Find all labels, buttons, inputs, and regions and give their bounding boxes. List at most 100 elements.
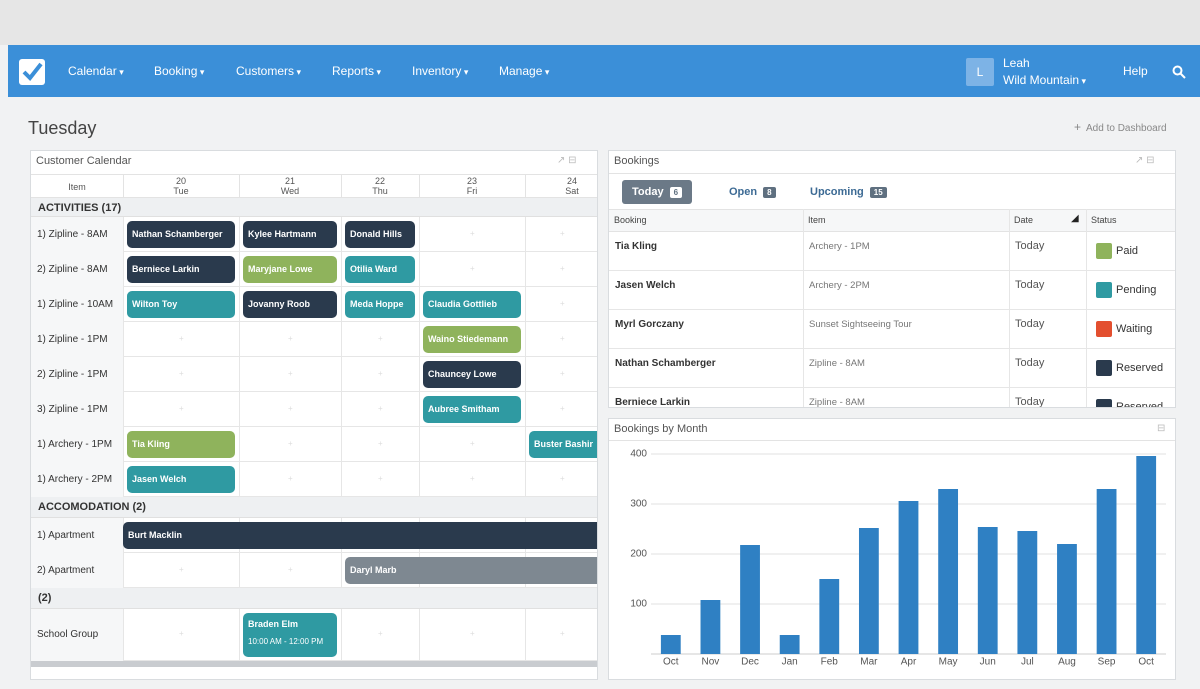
booking-date: Today bbox=[1015, 279, 1045, 291]
empty-slot[interactable]: + bbox=[288, 403, 293, 413]
group-header bbox=[31, 497, 597, 518]
empty-slot[interactable]: + bbox=[560, 473, 565, 483]
empty-slot[interactable]: + bbox=[378, 473, 383, 483]
booking-chip[interactable]: Donald Hills bbox=[345, 221, 415, 248]
booking-chip[interactable]: Burt Macklin bbox=[123, 522, 597, 549]
empty-slot[interactable]: + bbox=[378, 438, 383, 448]
user-org[interactable]: Wild Mountain bbox=[1003, 73, 1086, 87]
empty-slot[interactable]: + bbox=[179, 629, 184, 638]
nav-item[interactable]: Manage bbox=[499, 64, 549, 78]
panel-icons[interactable]: ↗ ⊟ bbox=[1135, 155, 1155, 166]
booking-chip[interactable]: Meda Hoppe bbox=[345, 291, 415, 318]
booking-chip[interactable]: Nathan Schamberger bbox=[127, 221, 235, 248]
empty-slot[interactable]: + bbox=[470, 438, 475, 448]
sort-icon: ◢ bbox=[1071, 213, 1079, 224]
nav-item[interactable]: Reports bbox=[332, 64, 381, 78]
nav-item[interactable]: Calendar bbox=[68, 64, 124, 78]
booking-chip[interactable]: Kylee Hartmann bbox=[243, 221, 337, 248]
empty-slot[interactable]: + bbox=[378, 403, 383, 413]
row bbox=[31, 609, 597, 661]
tab[interactable]: Open 8 bbox=[719, 180, 786, 204]
panel-icons[interactable]: ⊟ bbox=[1157, 423, 1166, 434]
empty-slot[interactable]: + bbox=[179, 564, 184, 574]
column-header[interactable]: Booking bbox=[614, 215, 647, 225]
empty-slot[interactable]: + bbox=[560, 333, 565, 343]
empty-slot[interactable]: + bbox=[560, 228, 565, 238]
tab[interactable]: Upcoming 15 bbox=[800, 180, 897, 204]
column-header[interactable]: Status bbox=[1091, 215, 1117, 225]
nav-item[interactable]: Customers bbox=[236, 64, 301, 78]
help-link[interactable]: Help bbox=[1123, 64, 1148, 78]
booking-chip[interactable]: Wilton Toy bbox=[127, 291, 235, 318]
booking-chip[interactable]: Maryjane Lowe bbox=[243, 256, 337, 283]
empty-slot[interactable]: + bbox=[378, 629, 383, 638]
booking-item: Zipline - 8AM bbox=[809, 397, 865, 408]
row bbox=[31, 357, 597, 392]
add-to-dashboard[interactable]: Add to Dashboard bbox=[1086, 123, 1167, 134]
empty-slot[interactable]: + bbox=[288, 368, 293, 378]
booking-chip[interactable]: Tia Kling bbox=[127, 431, 235, 458]
group-header bbox=[31, 198, 597, 217]
empty-slot[interactable]: + bbox=[288, 564, 293, 574]
booking-time: 10:00 AM - 12:00 PM bbox=[248, 637, 324, 646]
booking-chip[interactable]: Jovanny Roob bbox=[243, 291, 337, 318]
empty-slot[interactable]: + bbox=[560, 263, 565, 273]
panel-icons[interactable]: ↗ ⊟ bbox=[557, 155, 577, 166]
empty-slot[interactable]: + bbox=[288, 473, 293, 483]
booking-item: Zipline - 8AM bbox=[809, 358, 865, 369]
empty-slot[interactable]: + bbox=[288, 438, 293, 448]
column-header[interactable]: Item bbox=[808, 215, 826, 225]
empty-slot[interactable]: + bbox=[288, 333, 293, 343]
booking-chip[interactable]: Daryl Marb bbox=[345, 557, 597, 584]
booking-chip[interactable]: Berniece Larkin bbox=[127, 256, 235, 283]
empty-slot[interactable]: + bbox=[179, 368, 184, 378]
empty-slot[interactable]: + bbox=[560, 629, 565, 638]
status-label: Reserved bbox=[1116, 362, 1164, 374]
booking-chip[interactable]: Buster Bashir bbox=[529, 431, 597, 458]
empty-slot[interactable]: + bbox=[470, 263, 475, 273]
booking-chip[interactable]: Waino Stiedemann bbox=[423, 326, 521, 353]
nav-item[interactable]: Inventory bbox=[412, 64, 468, 78]
user-name[interactable]: Leah bbox=[1003, 56, 1030, 70]
nav-item[interactable]: Booking bbox=[154, 64, 204, 78]
booking-chip[interactable]: Chauncey Lowe bbox=[423, 361, 521, 388]
empty-slot[interactable]: + bbox=[560, 403, 565, 413]
empty-slot[interactable]: + bbox=[470, 473, 475, 483]
status-swatch bbox=[1096, 321, 1112, 337]
booking-name: Jasen Welch bbox=[132, 473, 187, 484]
booking-name: Buster Bashir bbox=[534, 438, 594, 449]
search-icon[interactable] bbox=[1172, 65, 1186, 79]
booking-chip[interactable]: Jasen Welch bbox=[127, 466, 235, 493]
booking-chip[interactable]: Aubree Smitham bbox=[423, 396, 521, 423]
empty-slot[interactable]: + bbox=[560, 298, 565, 308]
empty-slot[interactable]: + bbox=[470, 228, 475, 238]
empty-slot[interactable]: + bbox=[179, 403, 184, 413]
tab[interactable]: Today 6 bbox=[622, 180, 693, 204]
booking-chip[interactable]: Braden Elm 10:00 AM - 12:00 PM bbox=[243, 613, 337, 657]
booking-chip[interactable]: Claudia Gottlieb bbox=[423, 291, 521, 318]
column-header[interactable]: Date bbox=[1014, 215, 1034, 225]
table-row[interactable] bbox=[609, 232, 1175, 271]
empty-slot[interactable]: + bbox=[378, 333, 383, 343]
table-row[interactable] bbox=[609, 388, 1175, 407]
col-divider bbox=[123, 553, 124, 588]
empty-slot[interactable]: + bbox=[378, 368, 383, 378]
user-avatar[interactable]: L bbox=[966, 58, 994, 86]
empty-slot[interactable]: + bbox=[560, 368, 565, 378]
booking-chip[interactable]: Otilia Ward bbox=[345, 256, 415, 283]
row-label: 1) Archery - 2PM bbox=[37, 473, 113, 485]
table-row[interactable] bbox=[609, 310, 1175, 349]
status-swatch bbox=[1096, 282, 1112, 298]
table-row[interactable] bbox=[609, 271, 1175, 310]
empty-slot[interactable]: + bbox=[470, 629, 475, 638]
table-row[interactable] bbox=[609, 349, 1175, 388]
empty-slot[interactable]: + bbox=[179, 333, 184, 343]
col-divider bbox=[123, 357, 124, 392]
booking-name: Braden Elm bbox=[248, 619, 299, 629]
bar bbox=[1057, 544, 1077, 654]
y-tick-label: 200 bbox=[630, 549, 647, 560]
x-tick-label: Oct bbox=[663, 657, 679, 668]
label-cell bbox=[31, 357, 123, 392]
col-divider bbox=[525, 392, 526, 427]
